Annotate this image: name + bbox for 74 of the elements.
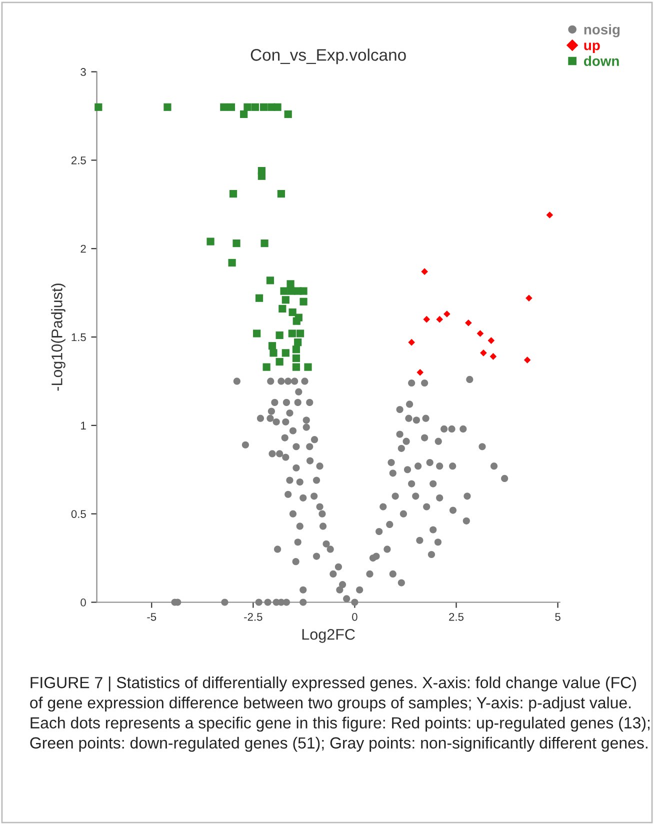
point (258, 172, 266, 180)
point (262, 363, 270, 371)
point (253, 330, 261, 338)
point (408, 338, 415, 346)
point (288, 308, 296, 316)
point (251, 103, 259, 111)
chart-title: Con_vs_Exp.volcano (250, 48, 406, 64)
point (282, 296, 290, 304)
point (300, 298, 308, 306)
point (277, 190, 285, 198)
x-axis-title: Log2FC (302, 628, 355, 643)
x-tick-label: -2.5 (244, 612, 262, 621)
x-tick-label: 2.5 (449, 612, 464, 621)
y-axis-title: -Log10(Padjust) (51, 284, 66, 391)
point (240, 110, 248, 118)
point (296, 330, 304, 338)
point (416, 368, 424, 376)
point (244, 103, 252, 111)
point (278, 304, 286, 313)
point (292, 346, 300, 354)
point (276, 358, 284, 366)
point (255, 294, 264, 302)
point (294, 338, 302, 346)
point (228, 258, 236, 267)
caption: FIGURE 7 | Statistics of differentially expressed genes. X-axis: fold change value (FC) of gene expression difference between two groups of samples; Y-axis: p-adjust value. Each dots represents a specific gene in this figure: Red points: up-regulated genes (13); Green points: down-regulated genes (51); Gray points: non-significantly different genes. (30, 676, 650, 752)
point (260, 239, 268, 248)
point (444, 310, 450, 318)
point (546, 212, 554, 218)
point (280, 287, 288, 295)
legend-label: nosig (584, 24, 620, 38)
legend-label: down (584, 56, 619, 66)
point (524, 356, 531, 364)
point (292, 354, 300, 362)
point (94, 103, 102, 111)
point (286, 280, 294, 288)
point (288, 330, 296, 338)
point (292, 317, 300, 325)
point (270, 349, 278, 357)
point (292, 363, 300, 371)
y-tick-label: 0 (80, 598, 86, 606)
point (260, 103, 268, 111)
point (480, 350, 487, 356)
point (436, 316, 443, 323)
point (232, 239, 240, 248)
point (206, 238, 214, 246)
y-tick-label: 1 (81, 422, 86, 430)
point (284, 110, 292, 118)
point (266, 276, 274, 284)
point (526, 294, 532, 302)
x-tick-label: 5 (555, 613, 560, 621)
point (282, 349, 290, 357)
point (164, 103, 172, 111)
point (476, 330, 484, 337)
x-tick-label: 0 (352, 612, 358, 621)
point (276, 331, 284, 340)
y-tick-label: 1.5 (72, 333, 86, 342)
point (274, 103, 282, 111)
point (304, 363, 312, 371)
point (227, 103, 236, 111)
point (423, 316, 430, 323)
point (421, 268, 428, 275)
legend-label: up (584, 42, 600, 54)
y-tick-label: 2.5 (71, 156, 86, 164)
point (490, 353, 497, 360)
point (488, 337, 495, 344)
point (268, 342, 276, 350)
x-tick-label: -5 (147, 613, 156, 621)
y-tick-label: 2 (80, 244, 86, 253)
point (465, 319, 472, 326)
y-tick-label: 3 (80, 68, 86, 76)
y-tick-label: 0.5 (71, 510, 86, 518)
point (229, 190, 238, 198)
point (220, 103, 228, 111)
point (300, 287, 308, 295)
